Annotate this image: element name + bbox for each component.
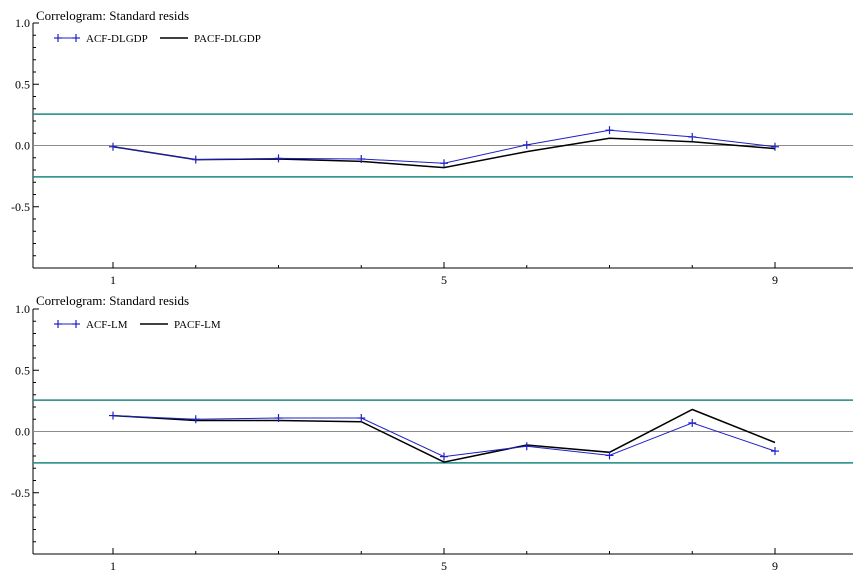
data-point-marker bbox=[109, 411, 117, 420]
legend: ACF-DLGDP PACF-DLGDP bbox=[54, 33, 261, 45]
data-point-marker bbox=[771, 447, 779, 456]
data-point-marker bbox=[605, 451, 614, 460]
chart-title: Correlogram: Standard resids bbox=[36, 293, 189, 308]
data-point-marker bbox=[357, 154, 366, 163]
data-point-marker bbox=[274, 414, 283, 423]
correlogram-panel-dlgdp: Correlogram: Standard resids 1.0 0.5 0.0 -0… bbox=[11, 8, 853, 287]
data-point-marker bbox=[440, 159, 448, 168]
data-point-marker bbox=[522, 140, 531, 149]
data-point-marker bbox=[688, 132, 697, 141]
data-point-marker bbox=[109, 142, 117, 151]
data-point-marker bbox=[440, 452, 448, 461]
legend-label-acf: ACF-DLGDP bbox=[86, 33, 148, 45]
data-point-marker bbox=[191, 415, 200, 424]
x-tick-label: 1 bbox=[110, 273, 116, 287]
y-tick-label: -0.5 bbox=[11, 200, 30, 214]
legend-label-pacf: PACF-LM bbox=[174, 319, 221, 331]
legend-label-pacf: PACF-DLGDP bbox=[194, 33, 261, 45]
data-point-marker bbox=[357, 414, 366, 423]
y-tick-label: 0.0 bbox=[15, 139, 30, 153]
data-point-marker bbox=[605, 126, 614, 135]
y-tick-label: -0.5 bbox=[11, 486, 30, 500]
legend: ACF-LM PACF-LM bbox=[54, 319, 221, 331]
y-tick-label: 0.5 bbox=[15, 77, 30, 91]
y-tick-label: 1.0 bbox=[15, 302, 30, 316]
y-tick-label: 0.5 bbox=[15, 363, 30, 377]
series-line-acf-dlgdp bbox=[112, 129, 776, 164]
data-point-marker bbox=[688, 418, 697, 427]
correlogram-panel-lm: Correlogram: Standard resids 1.0 0.5 0.0 -0… bbox=[11, 293, 853, 573]
x-tick-label: 9 bbox=[772, 559, 778, 573]
chart-title: Correlogram: Standard resids bbox=[36, 8, 189, 23]
y-tick-label: 1.0 bbox=[15, 16, 30, 30]
legend-label-acf: ACF-LM bbox=[86, 319, 128, 331]
series-line-pacf-lm bbox=[112, 408, 776, 463]
series-line-acf-lm bbox=[112, 415, 776, 458]
x-tick-label: 9 bbox=[772, 273, 778, 287]
x-tick-label: 5 bbox=[441, 273, 447, 287]
y-tick-label: 0.0 bbox=[15, 425, 30, 439]
data-point-marker bbox=[274, 154, 283, 163]
x-tick-label: 5 bbox=[441, 559, 447, 573]
data-point-marker bbox=[191, 155, 200, 164]
data-point-marker bbox=[771, 142, 779, 151]
data-point-marker bbox=[522, 442, 531, 451]
x-tick-label: 1 bbox=[110, 559, 116, 573]
